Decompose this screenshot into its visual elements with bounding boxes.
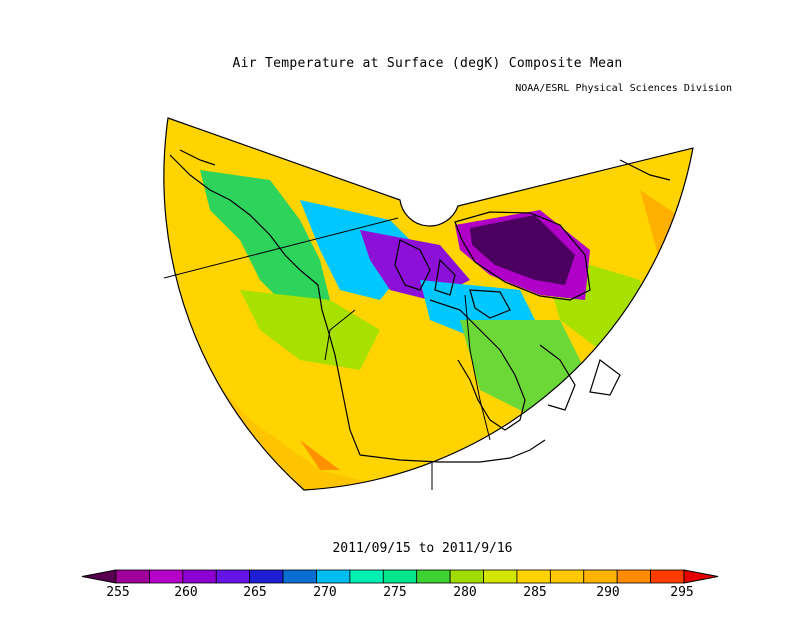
colorbar-cell bbox=[382, 569, 418, 584]
tick-label: 275 bbox=[383, 585, 407, 600]
colorbar-cell bbox=[616, 569, 651, 584]
tick-label: 270 bbox=[313, 585, 337, 600]
tick-label: 290 bbox=[596, 585, 620, 600]
greenland-coast bbox=[454, 211, 591, 301]
greenland-ice bbox=[470, 215, 575, 285]
labrador-coast bbox=[539, 344, 576, 411]
colorbar-cell bbox=[215, 569, 251, 584]
colorbar-cell bbox=[349, 569, 384, 584]
island-2 bbox=[434, 258, 456, 296]
province-border-1 bbox=[324, 309, 356, 361]
siberia-coast bbox=[179, 149, 216, 166]
colorbar-cells bbox=[81, 569, 719, 584]
europe-coast bbox=[619, 159, 671, 181]
colorbar-cell bbox=[249, 569, 284, 584]
boundaries bbox=[163, 217, 491, 490]
tick-label: 280 bbox=[453, 585, 477, 600]
colorbar-cell bbox=[516, 569, 551, 584]
west-coast bbox=[169, 154, 361, 456]
map-frame bbox=[163, 117, 694, 491]
tick-label: 255 bbox=[106, 585, 130, 600]
hudson-bay-coast bbox=[429, 299, 526, 431]
tick-label: 285 bbox=[523, 585, 547, 600]
colorbar-ticks: 255 260 265 270 275 280 285 290 295 bbox=[0, 585, 800, 605]
newfoundland bbox=[589, 359, 621, 396]
colorbar-cell bbox=[416, 569, 451, 584]
us-canada-border bbox=[359, 439, 546, 463]
colorbar-cell bbox=[650, 569, 685, 584]
colorbar-min-arrow bbox=[81, 569, 117, 584]
source-credit: NOAA/ESRL Physical Sciences Division bbox=[515, 83, 732, 94]
boreal-band bbox=[240, 290, 380, 370]
colorbar-cell bbox=[182, 569, 217, 584]
colorbar-cell bbox=[583, 569, 618, 584]
map-title: Air Temperature at Surface (degK) Compos… bbox=[232, 56, 623, 71]
colorbar-cell bbox=[282, 569, 317, 584]
colorbar-cell bbox=[115, 569, 150, 584]
colorbar-cell bbox=[549, 569, 585, 584]
island-3 bbox=[469, 289, 511, 319]
date-line-boundary bbox=[163, 217, 399, 279]
date-range-label: 2011/09/15 to 2011/9/16 bbox=[332, 541, 513, 556]
island-1 bbox=[394, 239, 431, 291]
province-border-2 bbox=[464, 294, 491, 441]
southwest-warm bbox=[300, 440, 340, 470]
tick-label: 295 bbox=[670, 585, 694, 600]
colorbar-max-arrow bbox=[683, 569, 719, 584]
colorbar-cell bbox=[449, 569, 484, 584]
tick-label: 265 bbox=[243, 585, 267, 600]
colorbar-cell bbox=[149, 569, 184, 584]
coastlines bbox=[169, 149, 671, 463]
colorbar-cell bbox=[483, 569, 518, 584]
yukon-region bbox=[200, 170, 330, 310]
tick-label: 260 bbox=[174, 585, 198, 600]
colorbar-cell bbox=[316, 569, 351, 584]
